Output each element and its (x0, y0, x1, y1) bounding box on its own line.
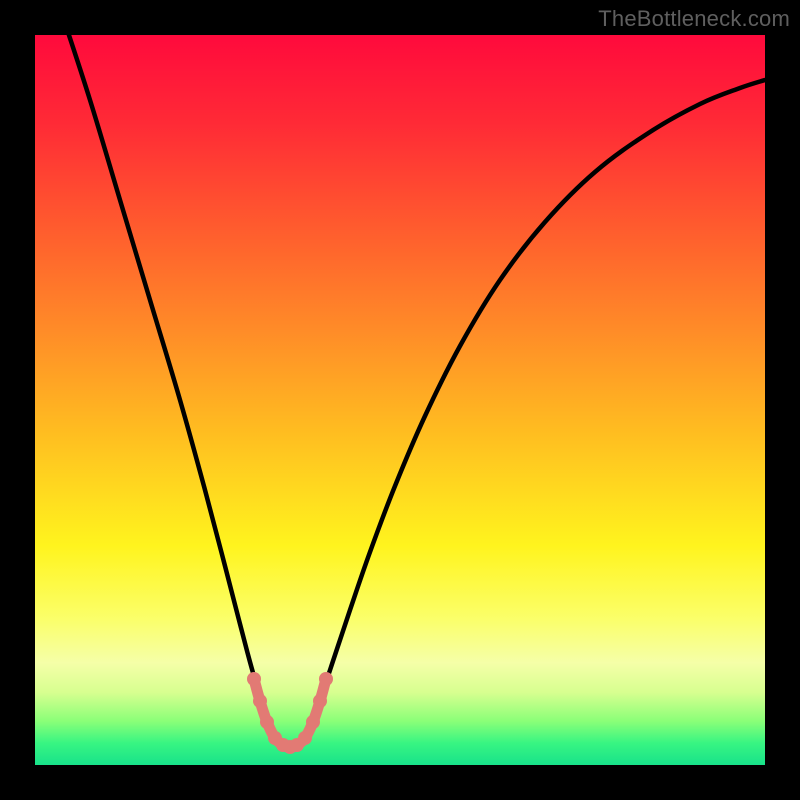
u-segment-marker (313, 694, 327, 708)
u-segment (254, 679, 326, 747)
u-segment-marker (247, 672, 261, 686)
left-curve (62, 35, 269, 724)
plot-area (35, 35, 765, 765)
u-segment-marker (319, 672, 333, 686)
watermark-text: TheBottleneck.com (598, 6, 790, 32)
u-segment-marker (306, 715, 320, 729)
chart-svg (35, 35, 765, 765)
u-segment-marker (260, 715, 274, 729)
right-curve (311, 80, 765, 724)
u-segment-marker (253, 694, 267, 708)
u-segment-marker (298, 731, 312, 745)
